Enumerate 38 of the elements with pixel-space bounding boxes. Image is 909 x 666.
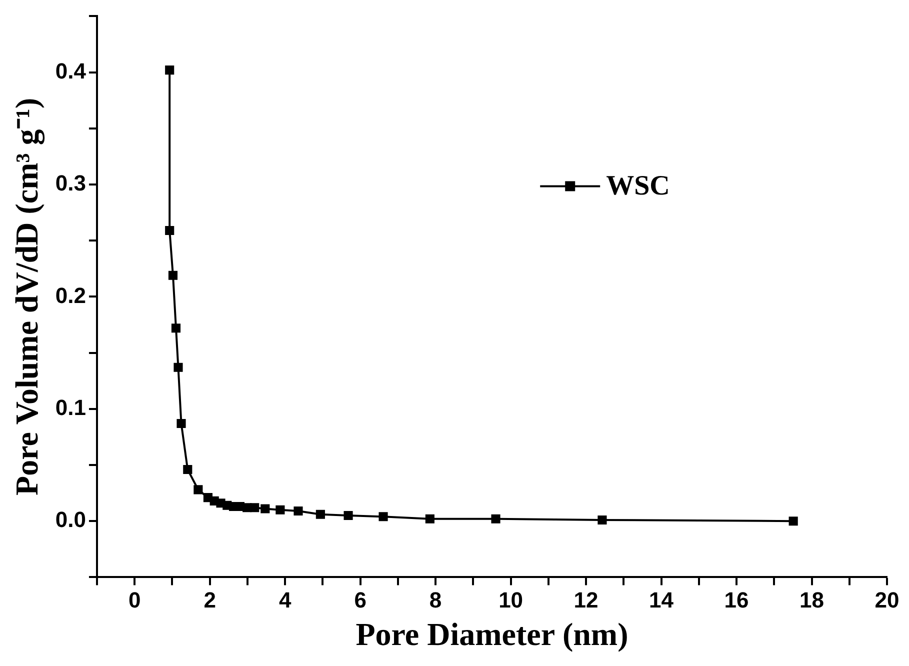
point xyxy=(171,324,181,333)
y-tick-label: 0.0 xyxy=(55,507,86,532)
y-tick-label: 0.4 xyxy=(55,58,87,84)
point xyxy=(260,504,270,514)
x-tick-label: 6 xyxy=(354,587,366,612)
legend-label: WSC xyxy=(606,170,670,202)
point xyxy=(176,418,186,428)
x-tick-label: 8 xyxy=(429,587,442,612)
x-axis-title: Pore Diameter (nm) xyxy=(356,616,628,652)
x-tick-label: 0 xyxy=(128,587,141,612)
point xyxy=(165,66,174,75)
point xyxy=(276,505,285,514)
x-tick-label: 18 xyxy=(800,587,824,612)
point xyxy=(491,514,500,524)
x-tick-label: 20 xyxy=(874,587,900,612)
x-tick-label: 16 xyxy=(724,587,749,612)
y-tick-label: 0.1 xyxy=(55,394,86,420)
point xyxy=(344,510,353,520)
point xyxy=(194,485,203,494)
point xyxy=(425,514,434,524)
x-tick-label: 10 xyxy=(498,587,524,612)
point xyxy=(165,226,174,236)
x-tick-label: 12 xyxy=(574,587,598,612)
point xyxy=(788,516,798,526)
x-tick-label: 14 xyxy=(649,587,674,612)
point xyxy=(378,512,388,522)
point xyxy=(168,270,178,280)
y-axis-title: Pore Volume dV/dD (cm³ g⁻¹) xyxy=(8,98,46,496)
y-tick-label: 0.2 xyxy=(55,282,86,308)
point xyxy=(174,362,183,372)
y-tick-label: 0.3 xyxy=(55,170,86,196)
point xyxy=(294,506,303,516)
point xyxy=(316,510,325,519)
x-tick-label: 2 xyxy=(204,587,216,612)
x-tick-label: 4 xyxy=(278,587,292,612)
point xyxy=(183,464,192,474)
point xyxy=(250,503,260,512)
point xyxy=(598,515,607,525)
